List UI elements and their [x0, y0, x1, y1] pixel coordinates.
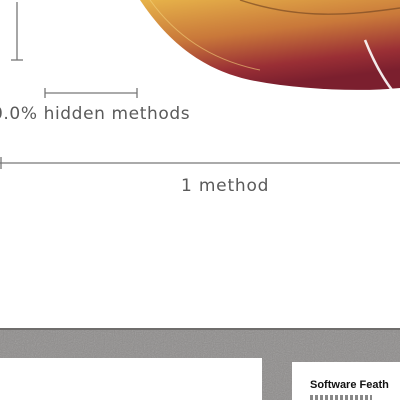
annotation-lines: [0, 2, 400, 169]
white-card: [292, 362, 400, 400]
hidden-methods-label: 0.0% hidden methods: [0, 104, 191, 124]
card-subtext: [310, 395, 372, 400]
feather-image: [140, 0, 400, 96]
white-panel-left: [0, 358, 262, 400]
method-label: 1 method: [181, 176, 270, 196]
card-title: Software Feath: [310, 379, 389, 391]
